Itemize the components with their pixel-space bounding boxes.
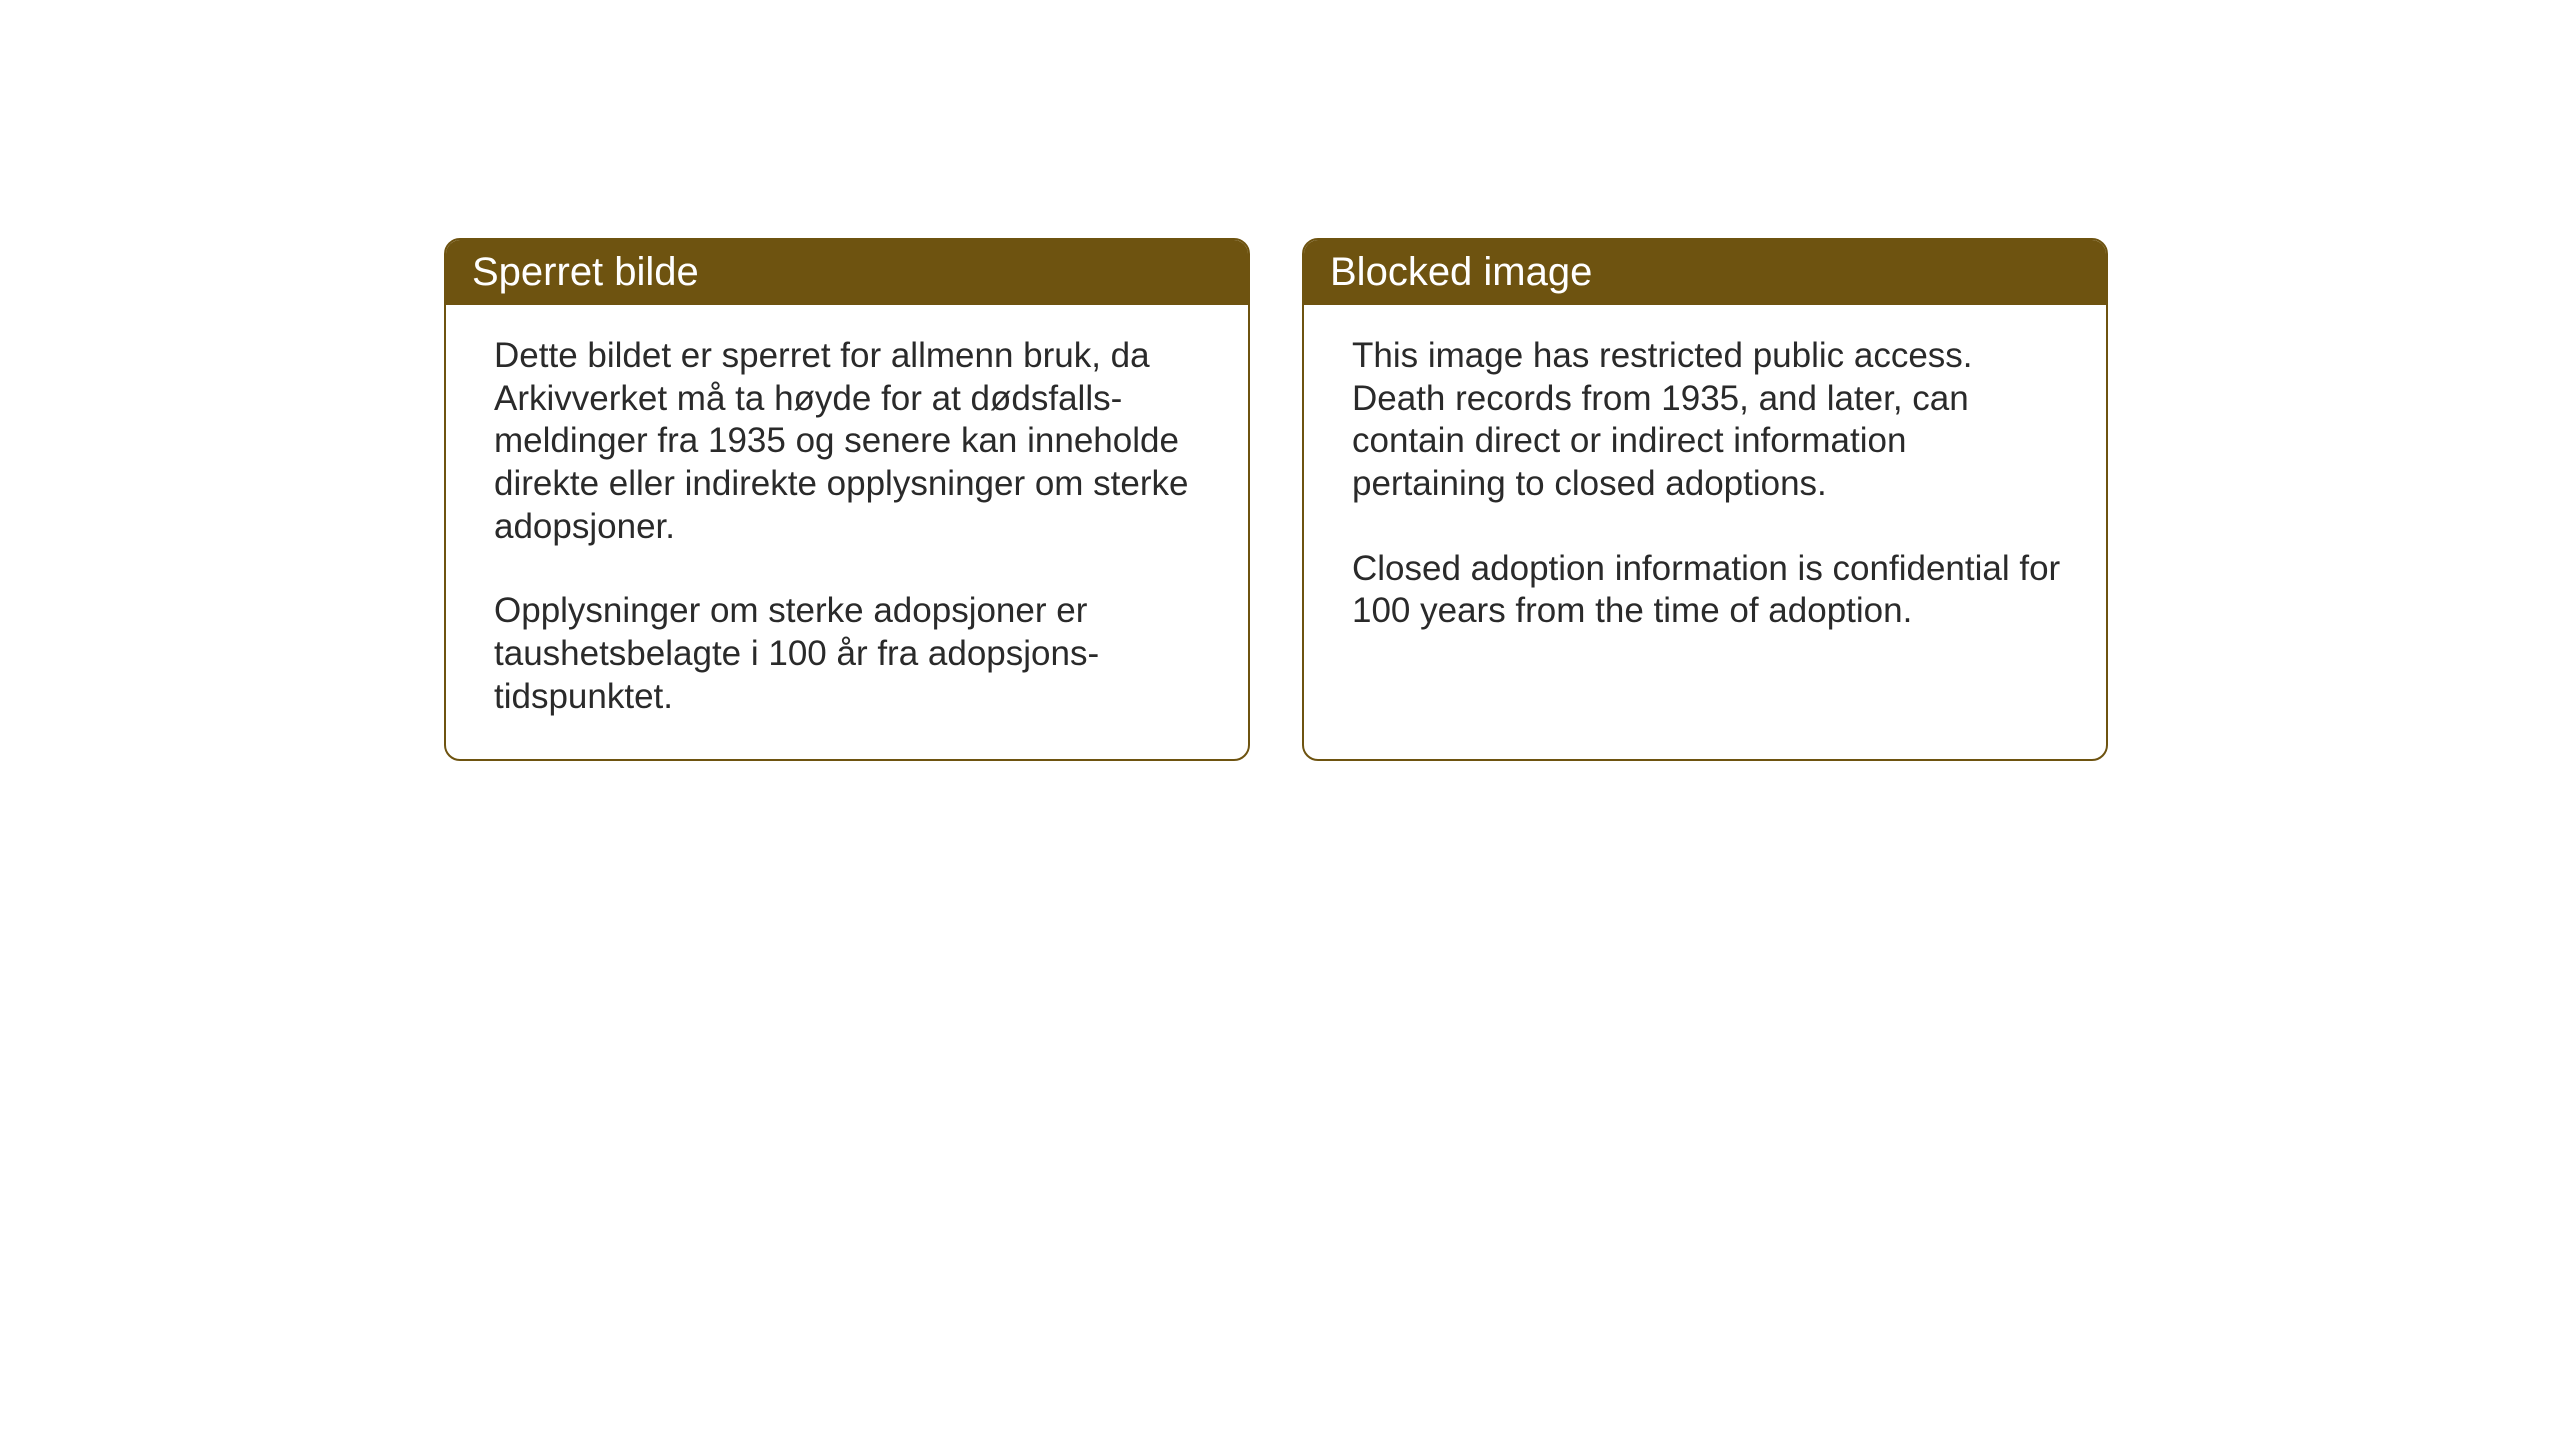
card-body-english: This image has restricted public access.… — [1304, 305, 2106, 713]
card-header-english: Blocked image — [1304, 240, 2106, 305]
card-title-english: Blocked image — [1330, 250, 1592, 294]
paragraph-norwegian-2: Opplysninger om sterke adopsjoner er tau… — [494, 590, 1208, 718]
notice-card-english: Blocked image This image has restricted … — [1302, 238, 2108, 761]
card-header-norwegian: Sperret bilde — [446, 240, 1248, 305]
paragraph-norwegian-1: Dette bildet er sperret for allmenn bruk… — [494, 335, 1208, 548]
card-body-norwegian: Dette bildet er sperret for allmenn bruk… — [446, 305, 1248, 759]
paragraph-english-1: This image has restricted public access.… — [1352, 335, 2066, 506]
notice-card-norwegian: Sperret bilde Dette bildet er sperret fo… — [444, 238, 1250, 761]
card-title-norwegian: Sperret bilde — [472, 250, 699, 294]
paragraph-english-2: Closed adoption information is confident… — [1352, 548, 2066, 633]
notice-container: Sperret bilde Dette bildet er sperret fo… — [0, 0, 2560, 761]
